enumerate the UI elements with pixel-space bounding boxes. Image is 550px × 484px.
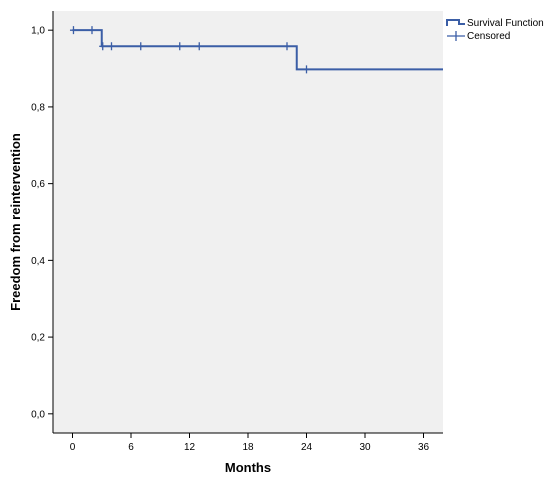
legend: Survival Function Censored bbox=[446, 18, 544, 42]
legend-survival-label: Survival Function bbox=[467, 18, 544, 29]
legend-survival-swatch bbox=[446, 19, 465, 26]
y-tick-label: 0,6 bbox=[31, 179, 45, 190]
x-tick-label: 12 bbox=[184, 442, 196, 453]
x-tick-label: 6 bbox=[128, 442, 134, 453]
censored-marker bbox=[283, 42, 291, 51]
censored-marker bbox=[195, 42, 203, 51]
censored-marker bbox=[108, 42, 115, 51]
x-tick-label: 18 bbox=[242, 442, 254, 453]
censored-marker bbox=[99, 42, 107, 51]
censored-marker bbox=[137, 42, 145, 51]
legend-censored-label: Censored bbox=[467, 31, 510, 42]
y-tick-label: 0,2 bbox=[31, 333, 45, 344]
censored-marker bbox=[69, 26, 77, 35]
series-layer bbox=[69, 26, 443, 74]
x-axis-title: Months bbox=[225, 460, 271, 475]
y-tick-label: 1,0 bbox=[31, 26, 45, 37]
x-tick-label: 36 bbox=[418, 442, 430, 453]
plot-background bbox=[53, 11, 443, 433]
y-tick-label: 0,8 bbox=[31, 102, 45, 113]
censored-marker bbox=[303, 65, 310, 74]
y-tick-label: 0,4 bbox=[31, 256, 45, 267]
x-tick-label: 24 bbox=[301, 442, 313, 453]
x-tick-label: 0 bbox=[70, 442, 76, 453]
y-axis-title: Freedom from reintervention bbox=[8, 133, 23, 311]
censored-marker bbox=[176, 42, 184, 51]
axes: 0 6 12 18 24 30 36 0,0 0,2 0,4 0,6 0,8 1,0 bbox=[31, 11, 443, 453]
legend-censored-swatch bbox=[447, 31, 465, 41]
censored-marker bbox=[88, 26, 96, 35]
y-tick-label: 0,0 bbox=[31, 409, 45, 420]
x-tick-label: 30 bbox=[359, 442, 371, 453]
